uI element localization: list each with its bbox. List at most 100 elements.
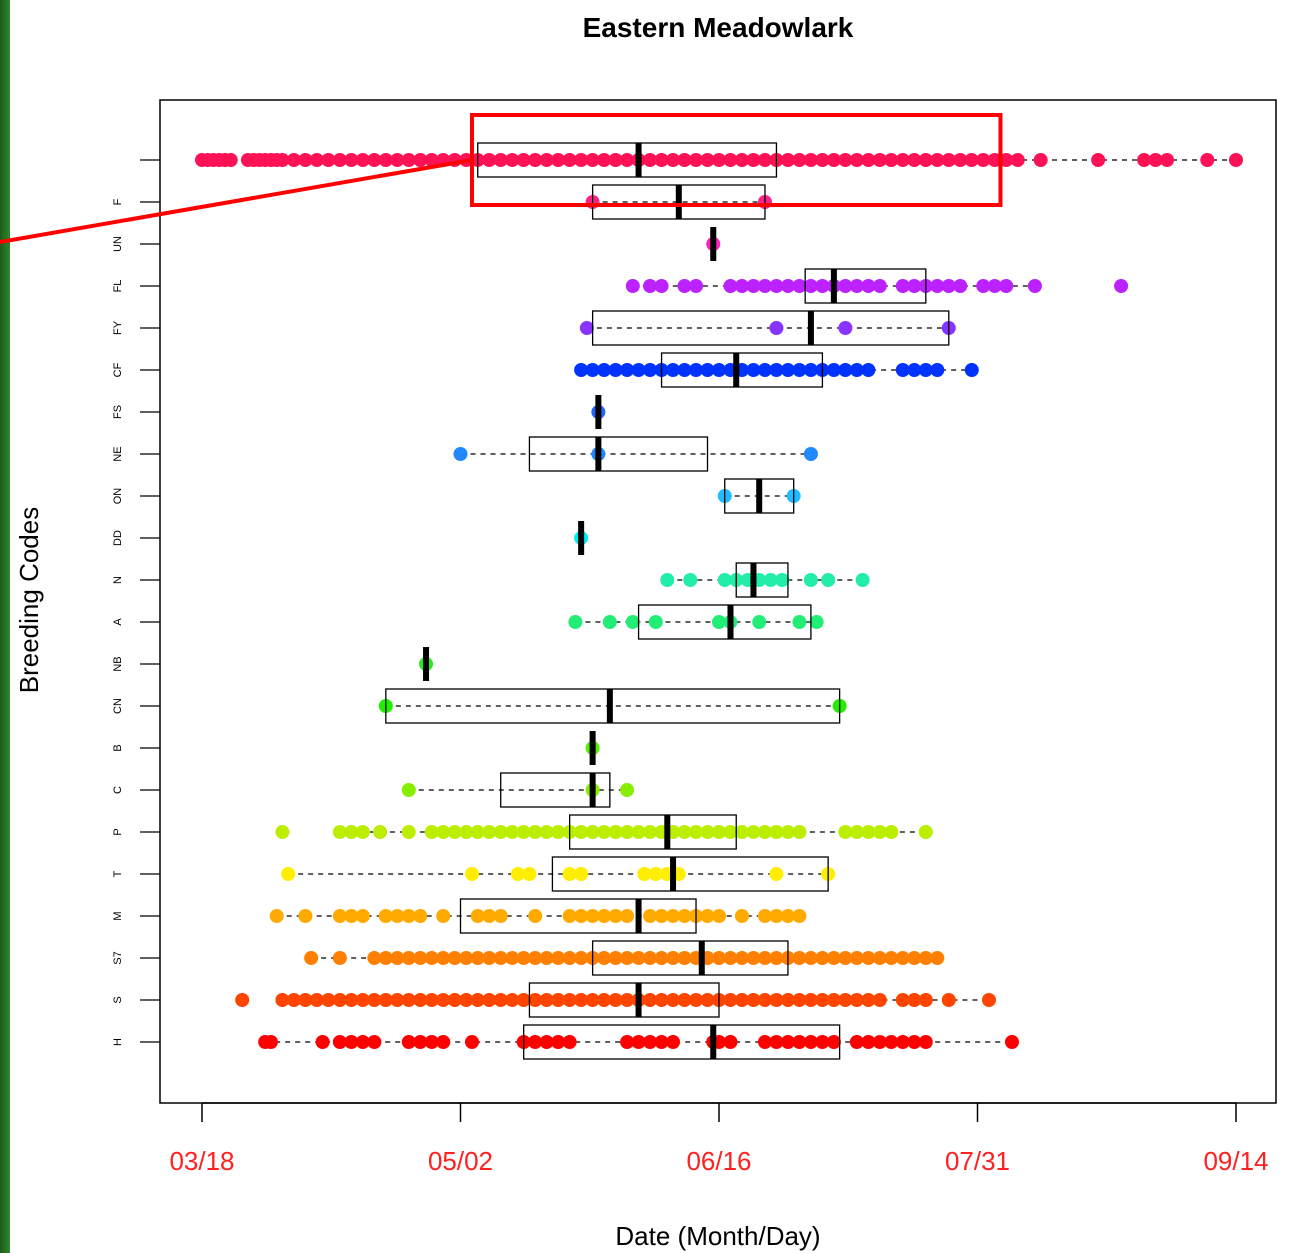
point-s7-50 [918, 951, 933, 965]
point-s7-47 [884, 951, 899, 965]
point-s7-1 [332, 951, 347, 965]
point-fl-8 [757, 279, 772, 293]
point-cf-18 [780, 363, 795, 377]
point-t-4 [562, 867, 577, 881]
point-top-71 [953, 153, 968, 167]
point-top-72 [964, 153, 979, 167]
point-m-28 [757, 909, 772, 923]
point-ne-2 [803, 447, 818, 461]
point-cf-24 [849, 363, 864, 377]
point-s-21 [505, 993, 520, 1007]
y-tick-label-f: F [112, 198, 124, 205]
point-p-29 [689, 825, 704, 839]
series-row-h [258, 1024, 1019, 1060]
point-a-6 [752, 615, 767, 629]
point-s-45 [780, 993, 795, 1007]
point-h-21 [666, 1035, 681, 1049]
point-top-37 [562, 153, 577, 167]
point-n-2 [717, 573, 732, 587]
point-top-81 [1160, 153, 1175, 167]
point-p-42 [872, 825, 887, 839]
point-s-51 [849, 993, 864, 1007]
point-fl-3 [677, 279, 692, 293]
point-a-8 [809, 615, 824, 629]
point-h-9 [424, 1035, 439, 1049]
series-row-cf [574, 352, 979, 388]
point-h-13 [528, 1035, 543, 1049]
point-top-69 [930, 153, 945, 167]
point-p-32 [723, 825, 738, 839]
point-s-29 [597, 993, 612, 1007]
point-s7-46 [872, 951, 887, 965]
point-h-32 [849, 1035, 864, 1049]
point-top-32 [505, 153, 520, 167]
point-s7-40 [803, 951, 818, 965]
series-row-cn [378, 688, 847, 724]
point-top-56 [780, 153, 795, 167]
point-p-23 [620, 825, 635, 839]
point-m-21 [654, 909, 669, 923]
point-h-28 [792, 1035, 807, 1049]
point-p-12 [493, 825, 508, 839]
point-p-7 [436, 825, 451, 839]
series-row-nb [419, 647, 434, 681]
point-s-6 [332, 993, 347, 1007]
point-s-9 [367, 993, 382, 1007]
point-top-47 [677, 153, 692, 167]
point-m-14 [562, 909, 577, 923]
point-s7-32 [712, 951, 726, 965]
box-cf [660, 352, 824, 388]
point-s7-34 [734, 951, 749, 965]
series-row-t [281, 856, 836, 892]
point-s-35 [666, 993, 681, 1007]
point-top-65 [884, 153, 899, 167]
point-m-18 [608, 909, 623, 923]
point-h-15 [551, 1035, 566, 1049]
point-ne-0 [453, 447, 468, 461]
point-cf-8 [666, 363, 681, 377]
point-h-6 [367, 1035, 382, 1049]
point-p-15 [528, 825, 543, 839]
point-top-79 [1137, 153, 1152, 167]
point-s7-4 [390, 951, 405, 965]
point-n-7 [775, 573, 790, 587]
left-decorative-strip [0, 0, 10, 1253]
point-s-16 [447, 993, 462, 1007]
point-s7-36 [757, 951, 772, 965]
point-s-30 [608, 993, 623, 1007]
point-top-42 [620, 153, 635, 167]
point-s7-29 [677, 951, 692, 965]
point-s7-14 [505, 951, 520, 965]
point-m-29 [769, 909, 784, 923]
point-s7-7 [424, 951, 439, 965]
point-top-24 [413, 153, 428, 167]
point-fl-12 [803, 279, 818, 293]
point-cf-6 [643, 363, 658, 377]
point-n-0 [660, 573, 675, 587]
point-h-17 [620, 1035, 635, 1049]
point-s-41 [734, 993, 749, 1007]
point-p-28 [677, 825, 692, 839]
point-top-35 [539, 153, 554, 167]
point-s-58 [981, 993, 996, 1007]
point-m-27 [734, 909, 749, 923]
point-a-7 [792, 615, 807, 629]
point-n-10 [855, 573, 870, 587]
point-s7-35 [746, 951, 761, 965]
point-top-51 [723, 153, 738, 167]
point-s-26 [562, 993, 577, 1007]
point-p-8 [447, 825, 462, 839]
series-row-ne [453, 436, 818, 472]
point-h-8 [413, 1035, 428, 1049]
point-s-17 [459, 993, 474, 1007]
point-m-26 [712, 909, 726, 923]
point-cf-30 [964, 363, 979, 377]
point-s-50 [838, 993, 853, 1007]
point-p-44 [918, 825, 933, 839]
point-p-2 [344, 825, 359, 839]
point-t-10 [769, 867, 784, 881]
point-s-38 [700, 993, 715, 1007]
point-h-3 [332, 1035, 347, 1049]
point-cf-9 [677, 363, 692, 377]
point-m-30 [780, 909, 795, 923]
